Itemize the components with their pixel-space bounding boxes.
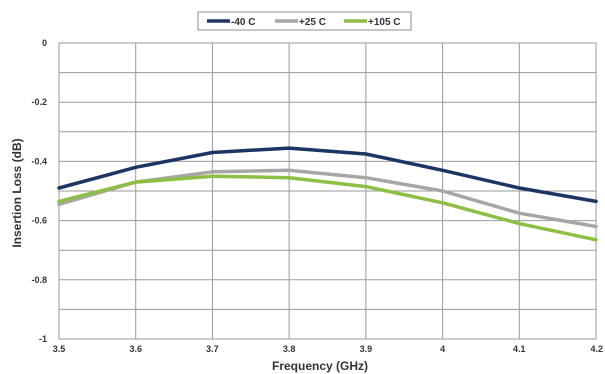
y-axis-title: Insertion Loss (dB): [10, 138, 24, 247]
y-tick-label: -0.8: [31, 275, 47, 285]
y-tick-label: -1: [39, 334, 47, 344]
y-tick-labels: 0 -0.2 -0.4 -0.6 -0.8 -1: [31, 38, 47, 344]
y-tick-label: 0: [42, 38, 47, 48]
x-tick-label: 3.5: [53, 344, 66, 354]
y-tick-label: -0.2: [31, 97, 47, 107]
x-axis-title: Frequency (GHz): [272, 359, 368, 373]
series-line-0: [57, 146, 598, 204]
legend: -40 C +25 C +105 C: [197, 11, 412, 31]
y-tick-label: -0.6: [31, 216, 47, 226]
legend-label-plus-105c: +105 C: [368, 17, 401, 28]
series-lines: [57, 146, 598, 242]
x-tick-label: 4.1: [513, 344, 526, 354]
x-tick-label: 4: [440, 344, 445, 354]
x-tick-label: 3.9: [360, 344, 373, 354]
x-tick-labels: 3.5 3.6 3.7 3.8 3.9 4 4.1 4.2: [53, 344, 603, 354]
x-tick-label: 4.2: [590, 344, 603, 354]
legend-label-minus-40c: -40 C: [231, 17, 255, 28]
x-tick-label: 3.7: [206, 344, 219, 354]
plot-frame: [58, 42, 597, 340]
grid: [58, 42, 597, 340]
series-line-2: [57, 174, 598, 242]
legend-box: [197, 11, 412, 31]
legend-label-plus-25c: +25 C: [299, 17, 326, 28]
x-tick-label: 3.8: [283, 344, 296, 354]
series-line-1: [57, 168, 598, 229]
x-tick-label: 3.6: [129, 344, 142, 354]
y-tick-label: -0.4: [31, 156, 47, 166]
